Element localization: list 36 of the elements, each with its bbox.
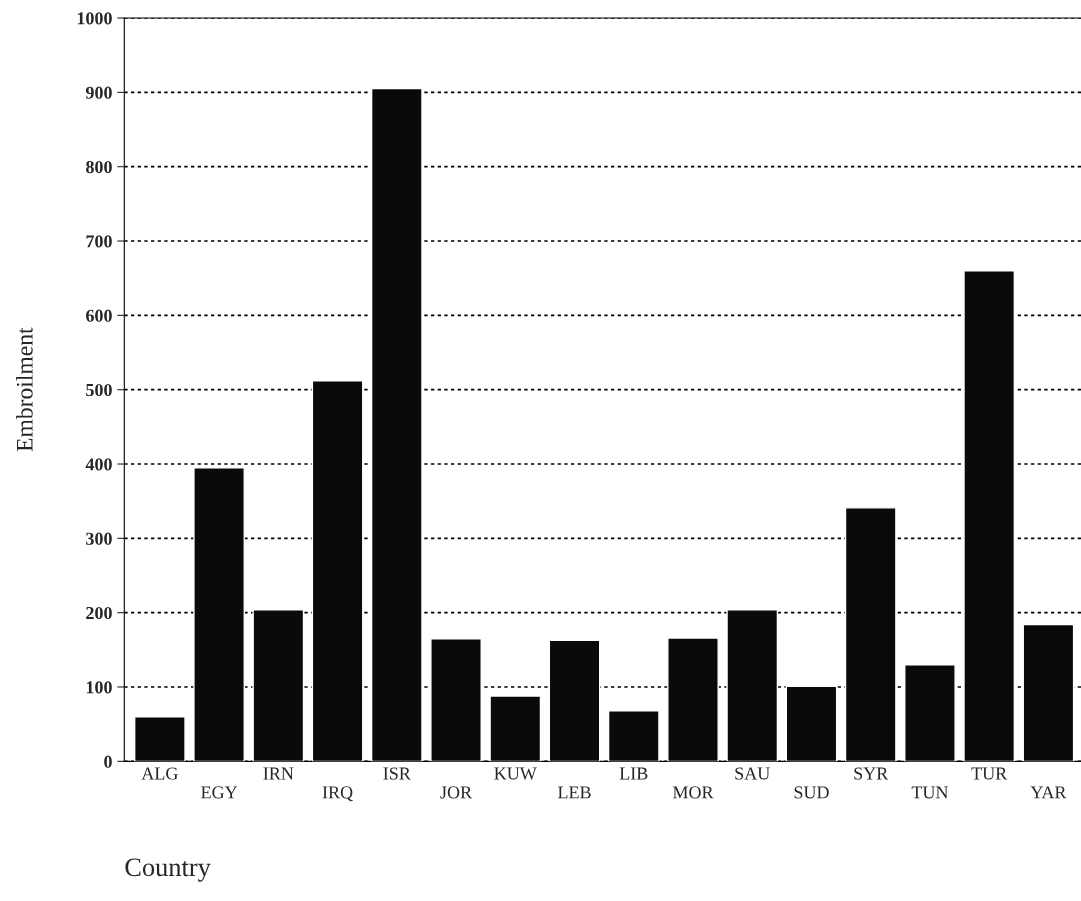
x-tick-label: TUR: [971, 767, 1008, 780]
x-tick-label: MOR: [672, 786, 714, 799]
x-tick-label: LEB: [557, 786, 591, 799]
x-tick-label: SYR: [854, 767, 889, 780]
x-tick-label: TUN: [911, 786, 949, 799]
x-tick-label: ALG: [141, 767, 178, 780]
x-tick-label: EGY: [201, 786, 238, 799]
bar: [904, 664, 956, 762]
y-tick-label: 500: [86, 383, 112, 397]
y-axis-title: Embroilment: [16, 327, 33, 452]
bar: [607, 710, 660, 762]
x-tick-label: IRN: [263, 767, 294, 780]
x-tick-label: ISR: [383, 767, 411, 780]
bar: [963, 270, 1016, 762]
y-tick-label: 400: [85, 458, 112, 471]
bar: [133, 716, 186, 762]
y-tick-label: 0: [104, 755, 112, 768]
bar: [489, 695, 542, 762]
x-tick-label: YAR: [1030, 786, 1067, 799]
x-tick-label: IRQ: [322, 786, 353, 802]
y-tick-label: 700: [86, 235, 112, 248]
y-tick-label: 800: [86, 160, 112, 174]
y-tick-label: 600: [86, 309, 112, 322]
x-tick-label: SUD: [794, 786, 829, 799]
y-tick-label: 300: [86, 532, 112, 545]
y-tick-label: 1000: [77, 12, 112, 25]
x-axis-title: Country: [125, 858, 211, 882]
bar: [430, 638, 482, 762]
x-tick-label: LIB: [619, 767, 648, 780]
x-tick-label: SAU: [735, 767, 770, 780]
y-tick-label: 900: [85, 86, 112, 99]
y-tick-label: 100: [86, 681, 112, 694]
x-tick-label: KUW: [494, 767, 537, 780]
x-tick-label: JOR: [440, 786, 473, 799]
y-tick-label: 200: [86, 606, 112, 620]
bar: [1022, 623, 1075, 762]
